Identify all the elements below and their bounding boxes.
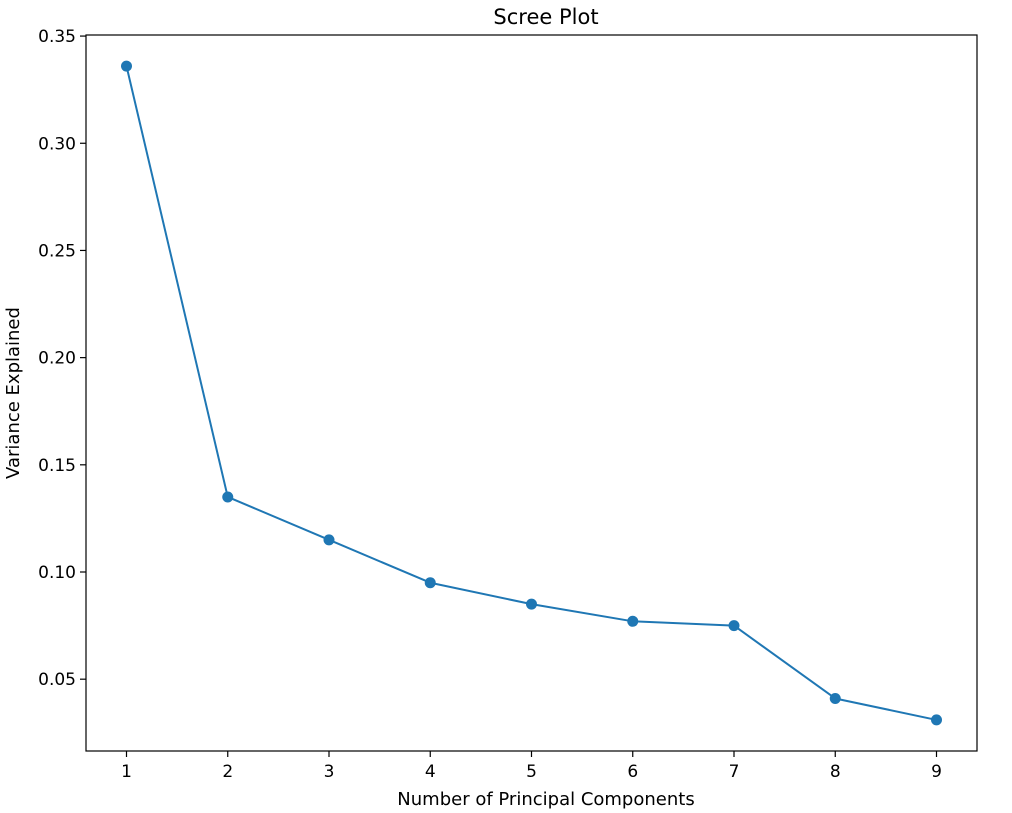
- axes-frame: [85, 34, 978, 752]
- data-point: [121, 60, 132, 72]
- x-axis-title: Number of Principal Components: [397, 789, 694, 810]
- y-tick-label: 0.20: [38, 349, 76, 369]
- y-tick-label: 0.15: [38, 456, 76, 476]
- y-tick-label: 0.30: [38, 134, 76, 154]
- y-tick-label: 0.25: [38, 241, 76, 261]
- data-point: [222, 491, 234, 503]
- x-axis-ticks: 1 2 3 4 5 6 7 8 9: [121, 751, 942, 782]
- y-tick-label: 0.05: [38, 670, 76, 690]
- data-point: [424, 577, 436, 589]
- x-tick-label: 1: [121, 762, 132, 782]
- y-axis-ticks: 0.05 0.10 0.15 0.20 0.25 0.30 0.35: [38, 27, 86, 690]
- data-point: [323, 534, 335, 546]
- x-tick-label: 4: [425, 762, 436, 782]
- x-tick-label: 2: [222, 762, 233, 782]
- data-point: [627, 615, 639, 627]
- chart-title: Scree Plot: [493, 5, 598, 29]
- x-tick-label: 7: [729, 762, 740, 782]
- x-tick-label: 6: [627, 762, 638, 782]
- series-group: [121, 60, 942, 726]
- data-point: [931, 714, 942, 726]
- series-line: [125, 65, 937, 721]
- y-axis-title: Variance Explained: [3, 307, 24, 479]
- data-point: [829, 692, 841, 704]
- data-point: [526, 598, 537, 610]
- x-tick-label: 3: [324, 762, 335, 782]
- y-tick-label: 0.10: [38, 563, 76, 583]
- x-tick-label: 5: [526, 762, 537, 782]
- data-point: [728, 620, 740, 632]
- x-tick-label: 8: [830, 762, 841, 782]
- y-tick-label: 0.35: [38, 27, 76, 47]
- x-tick-label: 9: [931, 762, 942, 782]
